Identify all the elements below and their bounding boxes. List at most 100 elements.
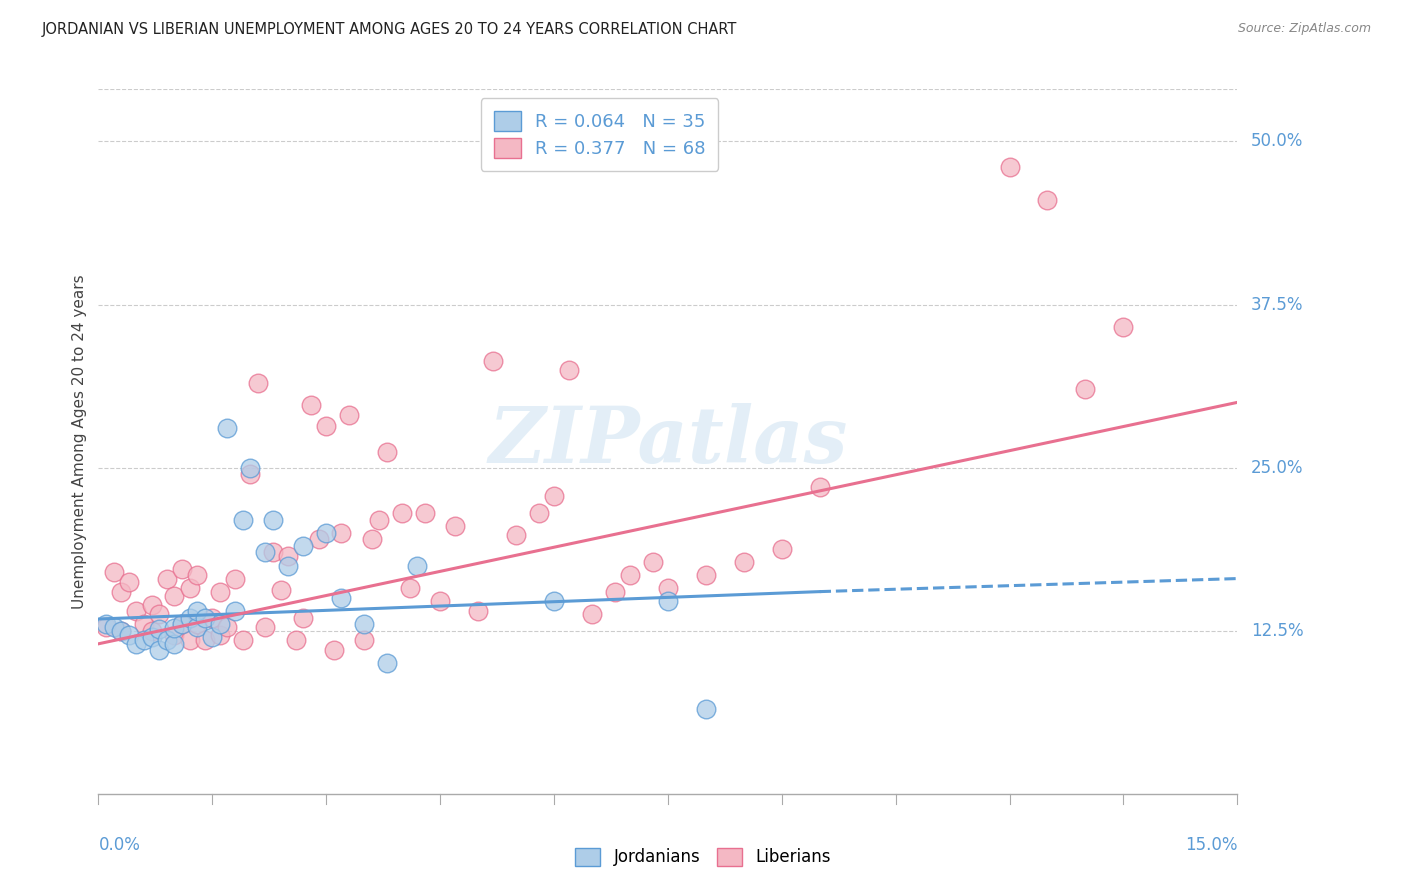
Point xyxy=(141,630,163,644)
Point xyxy=(156,572,179,586)
Text: Source: ZipAtlas.com: Source: ZipAtlas.com xyxy=(1237,22,1371,36)
Point xyxy=(657,593,679,607)
Point xyxy=(170,617,193,632)
Point xyxy=(118,628,141,642)
Point xyxy=(657,581,679,595)
Point xyxy=(163,637,186,651)
Point xyxy=(186,617,208,632)
Point xyxy=(391,506,413,520)
Point xyxy=(232,513,254,527)
Point xyxy=(125,637,148,651)
Point xyxy=(179,611,201,625)
Point xyxy=(1074,382,1097,396)
Point xyxy=(94,617,117,632)
Point xyxy=(292,539,315,553)
Point xyxy=(262,545,284,559)
Point xyxy=(246,376,269,390)
Point xyxy=(406,558,429,573)
Point xyxy=(808,480,831,494)
Point xyxy=(277,549,299,564)
Point xyxy=(527,506,550,520)
Text: 37.5%: 37.5% xyxy=(1251,295,1303,313)
Point xyxy=(558,363,581,377)
Text: ZIPatlas: ZIPatlas xyxy=(488,403,848,480)
Text: 50.0%: 50.0% xyxy=(1251,132,1303,151)
Point xyxy=(695,567,717,582)
Point xyxy=(239,467,262,482)
Point xyxy=(208,584,231,599)
Point xyxy=(619,567,641,582)
Point xyxy=(103,565,125,579)
Legend: Jordanians, Liberians: Jordanians, Liberians xyxy=(567,839,839,875)
Point xyxy=(125,604,148,618)
Point xyxy=(217,421,239,435)
Point xyxy=(224,604,246,618)
Point xyxy=(505,528,527,542)
Point xyxy=(156,632,179,647)
Point xyxy=(186,620,208,634)
Legend: R = 0.064   N = 35, R = 0.377   N = 68: R = 0.064 N = 35, R = 0.377 N = 68 xyxy=(481,98,718,170)
Point xyxy=(186,567,208,582)
Point xyxy=(170,617,193,632)
Text: 15.0%: 15.0% xyxy=(1185,836,1237,855)
Point xyxy=(353,632,375,647)
Point xyxy=(398,581,420,595)
Point xyxy=(733,555,755,569)
Point xyxy=(581,607,603,621)
Point xyxy=(330,591,353,606)
Point xyxy=(299,398,322,412)
Point xyxy=(194,611,217,625)
Point xyxy=(603,584,626,599)
Point xyxy=(467,604,489,618)
Point xyxy=(429,593,451,607)
Point xyxy=(110,584,132,599)
Point xyxy=(482,353,505,368)
Point xyxy=(375,657,398,671)
Point xyxy=(1112,319,1135,334)
Point xyxy=(224,572,246,586)
Point xyxy=(262,513,284,527)
Point xyxy=(413,506,436,520)
Point xyxy=(103,620,125,634)
Point xyxy=(148,643,170,657)
Point xyxy=(543,593,565,607)
Point xyxy=(330,525,353,540)
Point xyxy=(315,525,337,540)
Point xyxy=(375,445,398,459)
Point xyxy=(186,604,208,618)
Point xyxy=(353,617,375,632)
Point xyxy=(292,611,315,625)
Point xyxy=(360,533,382,547)
Point xyxy=(132,617,155,632)
Text: 25.0%: 25.0% xyxy=(1251,458,1303,476)
Point xyxy=(141,624,163,638)
Point xyxy=(194,632,217,647)
Point xyxy=(308,533,330,547)
Point xyxy=(208,628,231,642)
Text: 0.0%: 0.0% xyxy=(98,836,141,855)
Point xyxy=(232,632,254,647)
Point xyxy=(208,617,231,632)
Point xyxy=(1036,193,1059,207)
Point xyxy=(110,624,132,638)
Point xyxy=(148,607,170,621)
Point xyxy=(94,620,117,634)
Point xyxy=(148,623,170,637)
Point xyxy=(110,624,132,638)
Point xyxy=(163,589,186,603)
Point xyxy=(277,558,299,573)
Point xyxy=(641,555,664,569)
Point xyxy=(254,620,277,634)
Point xyxy=(201,630,224,644)
Point xyxy=(695,702,717,716)
Point xyxy=(315,418,337,433)
Point xyxy=(132,632,155,647)
Point xyxy=(170,562,193,576)
Point xyxy=(217,620,239,634)
Point xyxy=(284,632,307,647)
Point xyxy=(141,598,163,612)
Y-axis label: Unemployment Among Ages 20 to 24 years: Unemployment Among Ages 20 to 24 years xyxy=(72,274,87,609)
Point xyxy=(163,628,186,642)
Point xyxy=(444,519,467,533)
Point xyxy=(118,575,141,590)
